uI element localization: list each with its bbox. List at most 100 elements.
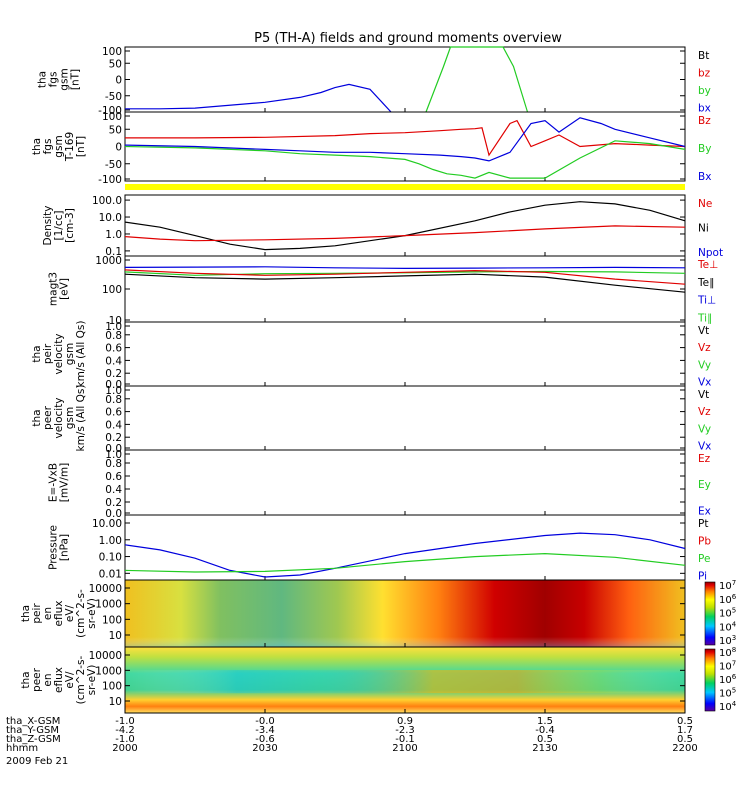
- y-axis-label: thapeirvelocitygsmkm/s (All Qs): [31, 321, 87, 388]
- legend-entry: Bt: [698, 50, 709, 62]
- series-line-Ni: [124, 201, 686, 251]
- y-tick-label: -50: [105, 159, 122, 171]
- y-axis-label: Pressure[nPa]: [48, 525, 71, 570]
- series-line-Te∥: [124, 273, 686, 293]
- colorbar-tick-label: 105: [719, 607, 736, 620]
- panel-temperature: 1000 100 10 magt3[eV] Te⊥ Te∥ Ti⊥ Ti∥: [48, 255, 719, 327]
- legend-entry: Vt: [698, 389, 709, 401]
- x-axis-value: -3.4: [255, 725, 275, 736]
- y-axis-label: thafgsgsmT-169[nT]: [31, 132, 87, 162]
- series-line-Pe: [124, 552, 686, 573]
- y-tick-label: 1.0: [105, 449, 122, 461]
- colorbar-tick-label: 105: [719, 687, 736, 700]
- x-axis-row-label: tha_X-GSM: [6, 716, 60, 727]
- legend-entry: Vx: [698, 377, 711, 389]
- panel-frame: [124, 46, 686, 113]
- series-line-Bz: [125, 119, 686, 157]
- legend-entry: Vz: [698, 406, 711, 418]
- y-tick-label: 0.10: [99, 552, 122, 564]
- panel-efield: 1.00.80.60.40.20.0 E=-VxB[mV/m] Ez Ey Ex: [48, 449, 711, 520]
- y-axis-label: thafgsgsm[nT]: [37, 68, 82, 90]
- spectrogram-shade: [125, 580, 685, 647]
- panel-density: 100.0 10.0 1.0 0.1 Density[1/cc][cm-3] Ne Ni Np…: [42, 194, 723, 259]
- y-tick-label: 100: [102, 681, 122, 693]
- y-tick-label: 0.2: [105, 497, 122, 509]
- y-tick-label: 0.6: [105, 407, 122, 419]
- x-axis-value: 2130: [532, 743, 557, 754]
- legend-entry: Ni: [698, 222, 709, 234]
- legend-entry: Ex: [698, 505, 711, 517]
- y-tick-label: -100: [98, 174, 122, 186]
- x-axis-value: 0.5: [677, 716, 693, 727]
- y-tick-label: 0.4: [105, 484, 122, 496]
- y-axis-label: magt3[eV]: [48, 272, 71, 306]
- legend-entry: bz: [698, 67, 711, 79]
- series-line-by: [425, 46, 529, 113]
- colorbar-tick-label: 103: [719, 634, 736, 647]
- y-tick-label: 0.1: [105, 246, 122, 258]
- x-axis-row-label: tha_Y-GSM: [6, 725, 59, 736]
- legend-entry: Pb: [698, 535, 711, 547]
- panels: 100500-50-100thafgsgsm[nT]Btbzbybx100500…: [20, 46, 737, 714]
- series-line-Te⊥: [124, 269, 686, 285]
- y-tick-label: 10: [109, 315, 122, 327]
- y-tick-label: 0.2: [105, 368, 122, 380]
- panel-peer-velocity: 1.00.80.60.40.20.0 thapeervelocitygsmkm/s…: [31, 385, 711, 455]
- panel-frame: [124, 449, 686, 516]
- y-axis-label: Density[1/cc][cm-3]: [42, 206, 76, 246]
- colorbar-tick-label: 107: [719, 579, 736, 592]
- series-line-By: [124, 140, 686, 179]
- panel-pressure: 10.00 1.00 0.10 0.01 Pressure[nPa] Pt Pb Pe Pi: [48, 514, 711, 582]
- series-line-Ne: [124, 225, 686, 242]
- y-tick-label: 1000: [95, 255, 122, 267]
- legend-entry: Vy: [698, 423, 711, 435]
- legend-entry: Ti∥: [697, 312, 712, 324]
- y-tick-label: 0: [115, 142, 122, 154]
- legend-entry: Te⊥: [697, 259, 718, 271]
- y-tick-label: 0.6: [105, 343, 122, 355]
- y-tick-label: 0: [115, 75, 122, 87]
- legend-entry: Bx: [698, 171, 711, 183]
- y-tick-label: 10000: [89, 583, 122, 595]
- date-label: 2009 Feb 21: [6, 756, 68, 767]
- panel-peir-velocity: 1.00.80.60.40.20.0 thapeirvelocitygsmkm/s…: [31, 321, 711, 391]
- colorbar-tick-label: 107: [719, 660, 736, 673]
- y-tick-label: 10000: [89, 650, 122, 662]
- series-line-Bx: [124, 117, 686, 162]
- x-axis-value: 1.7: [677, 725, 693, 736]
- x-axis-value: 0.9: [397, 716, 413, 727]
- legend-entry: Pt: [698, 518, 708, 530]
- panel-frame: [124, 194, 686, 257]
- y-tick-label: 0.0: [105, 508, 122, 520]
- y-tick-label: 100: [102, 284, 122, 296]
- y-tick-label: 1.00: [99, 535, 122, 547]
- legend-entry: By: [698, 143, 711, 155]
- y-tick-label: 1.0: [105, 229, 122, 241]
- x-axis-value: 1.5: [537, 716, 553, 727]
- y-axis-label: thapeerenefluxeV/(cm^2-s-sr-eV): [20, 655, 98, 704]
- y-tick-label: 100: [102, 111, 122, 123]
- panel-frame: [124, 321, 686, 387]
- y-tick-label: 10: [109, 696, 122, 708]
- x-axis-value: -2.3: [395, 725, 415, 736]
- y-tick-label: 0.0: [105, 443, 122, 455]
- x-axis-value: 2100: [392, 743, 417, 754]
- legend-entry: Ez: [698, 453, 711, 465]
- y-tick-label: 50: [109, 124, 122, 136]
- x-axis-value: 2030: [252, 743, 277, 754]
- legend-entry: Pe: [698, 553, 710, 565]
- y-tick-label: 1000: [95, 599, 122, 611]
- x-axis-row-label: hhmm: [6, 743, 38, 754]
- y-tick-label: 100: [102, 614, 122, 626]
- y-axis-label: E=-VxB[mV/m]: [48, 463, 71, 502]
- x-axis-value: -0.0: [255, 716, 275, 727]
- y-tick-label: 1.0: [105, 321, 122, 333]
- x-axis-value: 0.5: [677, 734, 693, 745]
- panel-frame: [124, 514, 686, 581]
- legend-entry: Vy: [698, 359, 711, 371]
